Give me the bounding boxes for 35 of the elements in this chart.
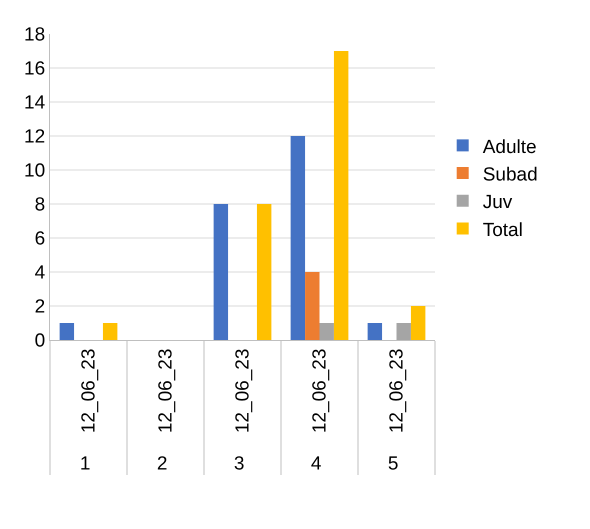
x-tick-label: 2	[156, 453, 168, 474]
y-tick-label: 4	[34, 262, 46, 284]
text: 12_06_23	[386, 348, 408, 434]
y-tick-label: 16	[24, 58, 46, 80]
bar	[102, 323, 118, 340]
bar	[368, 323, 382, 340]
bar	[305, 272, 320, 340]
x-tick-label: 5	[388, 453, 398, 474]
bar	[410, 306, 426, 340]
y-tick-label: 6	[34, 228, 46, 250]
text: 12_06_23	[78, 348, 100, 434]
text: 12_06_23	[156, 348, 177, 434]
x-tick-label: 4	[310, 453, 322, 474]
y-tick-label: 14	[24, 92, 46, 114]
legend-label: Adulte	[482, 136, 537, 158]
y-tick-label: 2	[34, 296, 46, 318]
bar	[396, 323, 411, 340]
y-tick-label: 0	[34, 330, 46, 352]
bar	[320, 323, 334, 340]
legend-label: Subad	[482, 164, 538, 186]
y-tick-label: 12	[24, 126, 46, 148]
bar	[256, 204, 272, 340]
text: 12_06_23	[310, 348, 331, 434]
bar	[214, 204, 228, 340]
bar	[60, 323, 74, 340]
legend-label: Juv	[482, 192, 513, 214]
legend-label: Total	[482, 220, 523, 241]
y-tick-label: 10	[24, 160, 46, 182]
bar	[334, 51, 348, 340]
bar	[290, 136, 306, 340]
x-tick-label: 1	[80, 453, 90, 474]
text: 12_06_23	[232, 348, 254, 434]
y-tick-label: 8	[34, 194, 46, 216]
x-tick-label: 3	[234, 453, 244, 474]
y-tick-label: 18	[24, 24, 46, 46]
